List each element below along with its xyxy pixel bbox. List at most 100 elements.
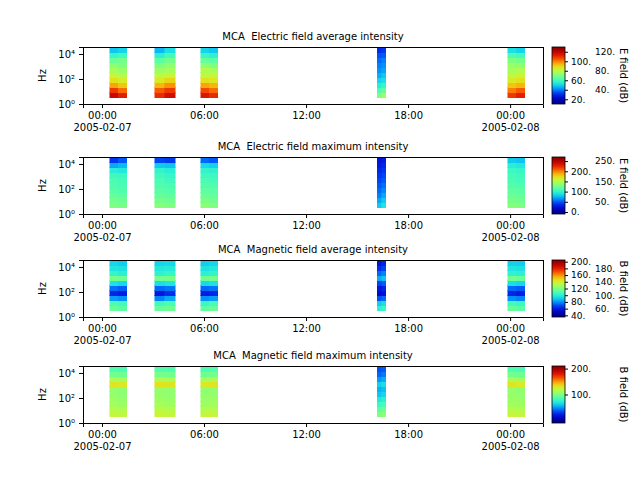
cell — [165, 412, 175, 417]
y-axis: 10⁰10²10⁴ — [58, 367, 83, 429]
x-axis: 00:002005-02-0706:0012:0018:0000:002005-… — [73, 423, 543, 452]
cell — [508, 188, 517, 193]
x-axis: 00:002005-02-0706:0012:0018:0000:002005-… — [73, 104, 543, 133]
cell — [165, 372, 175, 377]
colorbar-tick-mark — [565, 71, 568, 72]
y-tick: 10² — [58, 184, 83, 195]
frame-top — [83, 366, 543, 367]
cell — [516, 83, 525, 88]
cell — [118, 402, 127, 407]
cell — [201, 168, 210, 173]
cell — [165, 178, 175, 183]
cell — [155, 397, 165, 402]
x-tick-mark — [204, 104, 205, 108]
x-tick-mark — [408, 214, 409, 218]
cell — [516, 178, 525, 183]
cell — [508, 203, 517, 208]
cell — [201, 68, 210, 73]
cell — [209, 198, 218, 203]
cells — [110, 158, 525, 208]
cell — [377, 271, 381, 276]
cell — [382, 296, 386, 301]
cell — [516, 367, 525, 372]
y-tick-mark — [79, 164, 83, 165]
x-tick-mark — [102, 317, 103, 321]
cell — [382, 402, 386, 407]
x-tick: 12:00 — [292, 423, 321, 440]
cell — [516, 412, 525, 417]
cell — [377, 163, 381, 168]
cell — [165, 173, 175, 178]
x-tick-label: 18:00 — [394, 110, 423, 121]
cell — [155, 193, 165, 198]
y-tick-mark — [79, 373, 83, 374]
cell — [165, 382, 175, 387]
colorbar-tick-mark — [565, 52, 568, 53]
cell — [165, 168, 175, 173]
colorbar-tick: 50. — [565, 197, 609, 207]
cell — [209, 188, 218, 193]
cell — [382, 183, 386, 188]
cell — [165, 397, 175, 402]
cell — [508, 387, 517, 392]
cell — [382, 407, 386, 412]
cell — [382, 193, 386, 198]
cell — [165, 377, 175, 382]
cell — [508, 377, 517, 382]
cell — [382, 382, 386, 387]
cell — [508, 158, 517, 163]
cell — [155, 261, 165, 266]
colorbar-tick-label: 250. — [595, 156, 615, 166]
cell — [377, 372, 381, 377]
cell — [118, 377, 127, 382]
cell — [209, 296, 218, 301]
cell — [516, 53, 525, 58]
cell — [382, 372, 386, 377]
y-tick-label: 10⁰ — [58, 312, 75, 323]
cell — [110, 296, 119, 301]
cell — [508, 397, 517, 402]
colorbar-tick-mark — [565, 262, 568, 263]
y-tick-label: 10² — [58, 184, 75, 195]
cell — [165, 271, 175, 276]
cell — [516, 291, 525, 296]
y-axis: 10⁰10²10⁴ — [58, 261, 83, 323]
cell — [209, 306, 218, 311]
cell — [508, 178, 517, 183]
cell — [118, 63, 127, 68]
cell — [165, 163, 175, 168]
colorbar-axis: 20.40.60.80.100.120. — [565, 47, 615, 104]
panel-title: MCA Magnetic field maximum intensity — [213, 350, 413, 361]
cell — [382, 291, 386, 296]
cell — [110, 178, 119, 183]
cell — [110, 372, 119, 377]
colorbar-tick-mark — [565, 171, 568, 172]
x-tick: 00:002005-02-08 — [482, 317, 540, 346]
colorbar-tick-label: 40. — [571, 311, 585, 321]
cell — [508, 68, 517, 73]
cell — [377, 168, 381, 173]
cell — [165, 261, 175, 266]
cell — [118, 68, 127, 73]
x-axis-line — [84, 318, 544, 322]
colorbar-tick-label: 60. — [571, 76, 585, 86]
cell — [508, 392, 517, 397]
cell — [201, 306, 210, 311]
x-tick: 18:00 — [394, 317, 423, 334]
cell — [201, 367, 210, 372]
cell — [201, 53, 210, 58]
cell — [110, 261, 119, 266]
cell — [155, 301, 165, 306]
cell — [382, 88, 386, 93]
cell — [201, 402, 210, 407]
x-tick: 00:002005-02-07 — [73, 214, 131, 243]
cell — [516, 387, 525, 392]
cell — [165, 407, 175, 412]
colorbar-tick: 120. — [565, 284, 591, 294]
cell — [201, 88, 210, 93]
cell — [165, 158, 175, 163]
y-tick: 10⁰ — [58, 209, 83, 220]
cell — [516, 93, 525, 98]
y-axis-title: Hz — [37, 388, 48, 401]
colorbar-tick-mark — [565, 289, 568, 290]
